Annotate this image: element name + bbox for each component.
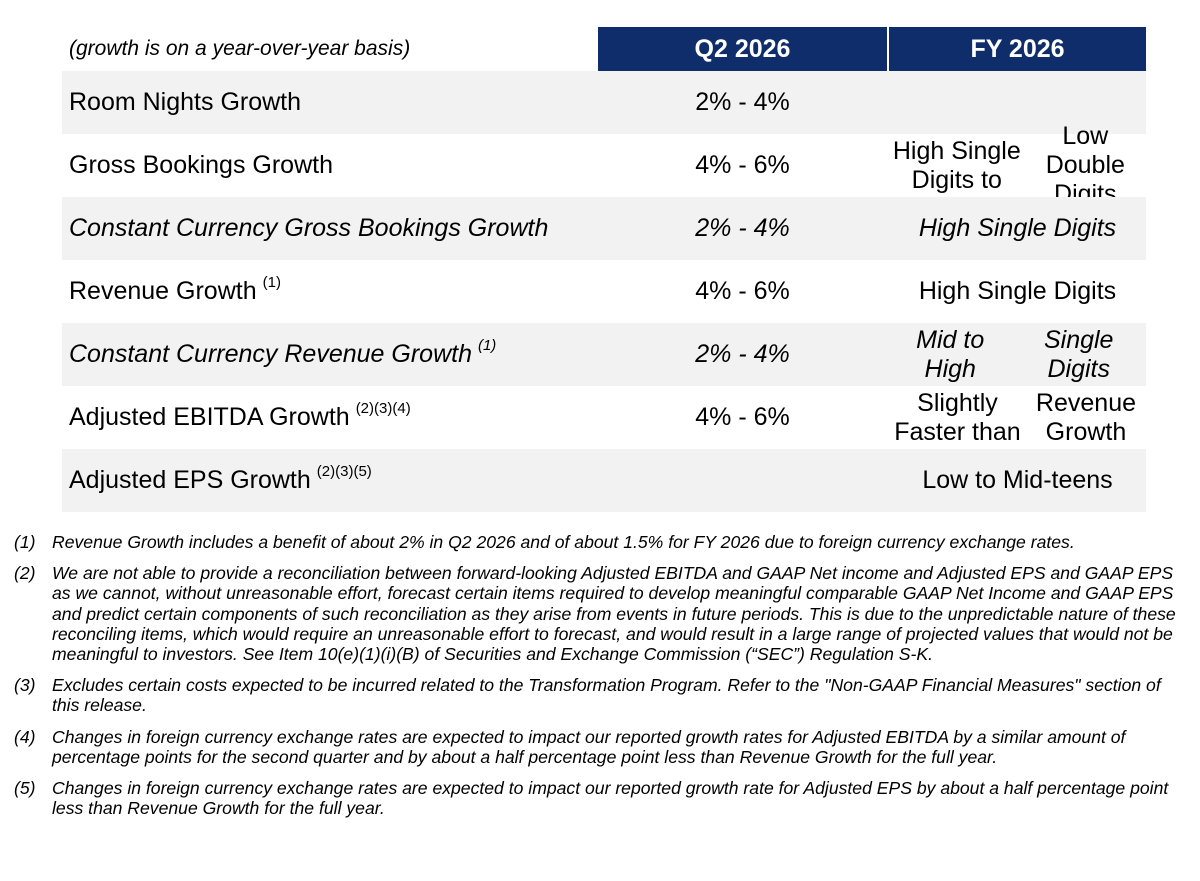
footnote-text: Changes in foreign currency exchange rat… bbox=[52, 778, 1169, 819]
footnote-number: (5) bbox=[14, 778, 36, 799]
footnotes: (1) Revenue Growth includes a benefit of… bbox=[14, 532, 1190, 829]
footnote-number: (4) bbox=[14, 726, 36, 747]
footnote-ref: (2)(3)(4) bbox=[355, 400, 411, 417]
q2-value: 4% - 6% bbox=[695, 151, 790, 179]
q2-value: 2% - 4% bbox=[695, 88, 790, 116]
footnote-text: Changes in foreign currency exchange rat… bbox=[52, 726, 1126, 767]
q2-value bbox=[598, 449, 887, 512]
row-label: Constant Currency Revenue Growth (1) bbox=[69, 337, 497, 368]
table-row-adjusted-ebitda: Adjusted EBITDA Growth (2)(3)(4) 4% - 6% … bbox=[62, 386, 1146, 449]
table-row-cc-revenue: Constant Currency Revenue Growth (1) 2% -… bbox=[62, 323, 1146, 386]
header-note: (growth is on a year-over-year basis) bbox=[69, 37, 411, 60]
column-header-q2: Q2 2026 bbox=[598, 27, 887, 71]
fy-value: High Single Digits to Low Double Digits bbox=[892, 122, 1125, 208]
table-header: (growth is on a year-over-year basis) Q2… bbox=[62, 27, 1146, 71]
q2-value: 2% - 4% bbox=[695, 340, 790, 368]
table-row-room-nights: Room Nights Growth 2% - 4% bbox=[62, 71, 1146, 134]
q2-value: 4% - 6% bbox=[695, 403, 790, 431]
row-label: Room Nights Growth bbox=[69, 88, 302, 116]
footnote-number: (3) bbox=[14, 675, 36, 696]
q2-value: 4% - 6% bbox=[695, 277, 790, 305]
row-label: Adjusted EBITDA Growth (2)(3)(4) bbox=[69, 400, 411, 431]
footnote-2: (2) We are not able to provide a reconci… bbox=[14, 563, 1190, 664]
footnote-ref: (1) bbox=[477, 337, 497, 354]
column-header-fy: FY 2026 bbox=[889, 27, 1146, 71]
fy-value: High Single Digits bbox=[918, 214, 1117, 242]
q2-value: 2% - 4% bbox=[695, 214, 790, 242]
footnote-number: (2) bbox=[14, 563, 36, 584]
footnote-ref: (2)(3)(5) bbox=[316, 463, 372, 480]
fy-value: High Single Digits bbox=[918, 277, 1117, 305]
footnote-text: We are not able to provide a reconciliat… bbox=[52, 563, 1176, 665]
footnote-text: Revenue Growth includes a benefit of abo… bbox=[52, 532, 1075, 552]
table-row-cc-gross-bookings: Constant Currency Gross Bookings Growth … bbox=[62, 197, 1146, 260]
table-row-adjusted-eps: Adjusted EPS Growth (2)(3)(5) Low to Mid-… bbox=[62, 449, 1146, 512]
guidance-table: (growth is on a year-over-year basis) Q2… bbox=[62, 27, 1146, 512]
table-row-gross-bookings: Gross Bookings Growth 4% - 6% High Singl… bbox=[62, 122, 1146, 208]
footnote-text: Excludes certain costs expected to be in… bbox=[52, 675, 1161, 716]
footnote-5: (5) Changes in foreign currency exchange… bbox=[14, 778, 1190, 818]
fy-value: Low to Mid-teens bbox=[922, 466, 1113, 494]
footnote-3: (3) Excludes certain costs expected to b… bbox=[14, 675, 1190, 715]
row-label: Revenue Growth (1) bbox=[69, 274, 281, 305]
row-label: Constant Currency Gross Bookings Growth bbox=[69, 214, 549, 242]
table-row-revenue: Revenue Growth (1) 4% - 6% High Single Di… bbox=[62, 260, 1146, 323]
footnote-1: (1) Revenue Growth includes a benefit of… bbox=[14, 532, 1190, 552]
fy-value: Slightly Faster than Revenue Growth bbox=[894, 388, 1136, 446]
row-label: Adjusted EPS Growth (2)(3)(5) bbox=[69, 463, 372, 494]
footnote-4: (4) Changes in foreign currency exchange… bbox=[14, 727, 1190, 767]
footnote-number: (1) bbox=[14, 532, 36, 552]
fy-value: Mid to High Single Digits bbox=[916, 325, 1114, 383]
row-label: Gross Bookings Growth bbox=[69, 151, 333, 179]
footnote-ref: (1) bbox=[262, 274, 281, 291]
